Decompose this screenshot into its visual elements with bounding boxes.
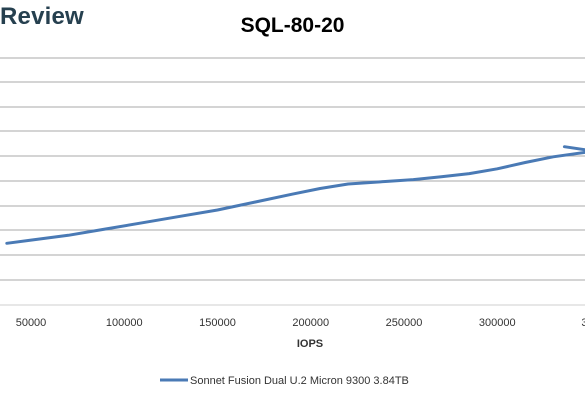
series-lines xyxy=(5,145,585,245)
x-tick-label: 50000 xyxy=(16,317,47,329)
gridlines xyxy=(0,57,585,306)
chart-title: SQL-80-20 xyxy=(240,14,345,37)
x-tick-label: 150000 xyxy=(199,317,236,329)
legend: Sonnet Fusion Dual U.2 Micron 9300 3.84T… xyxy=(160,375,409,387)
series-line-segment xyxy=(562,145,585,152)
x-tick-label: 350 xyxy=(581,317,585,329)
x-axis-label: IOPS xyxy=(297,338,323,350)
x-tick-label: 300000 xyxy=(479,317,516,329)
brand-logo-text: Review xyxy=(0,3,84,30)
legend-entry-label: Sonnet Fusion Dual U.2 Micron 9300 3.84T… xyxy=(190,375,409,387)
series-line xyxy=(5,150,585,245)
x-tick-label: 250000 xyxy=(386,317,423,329)
x-tick-label: 200000 xyxy=(292,317,329,329)
x-tick-label: 100000 xyxy=(106,317,143,329)
x-axis-ticks: 50000 100000 150000 200000 250000 300000 350 xyxy=(16,317,585,329)
